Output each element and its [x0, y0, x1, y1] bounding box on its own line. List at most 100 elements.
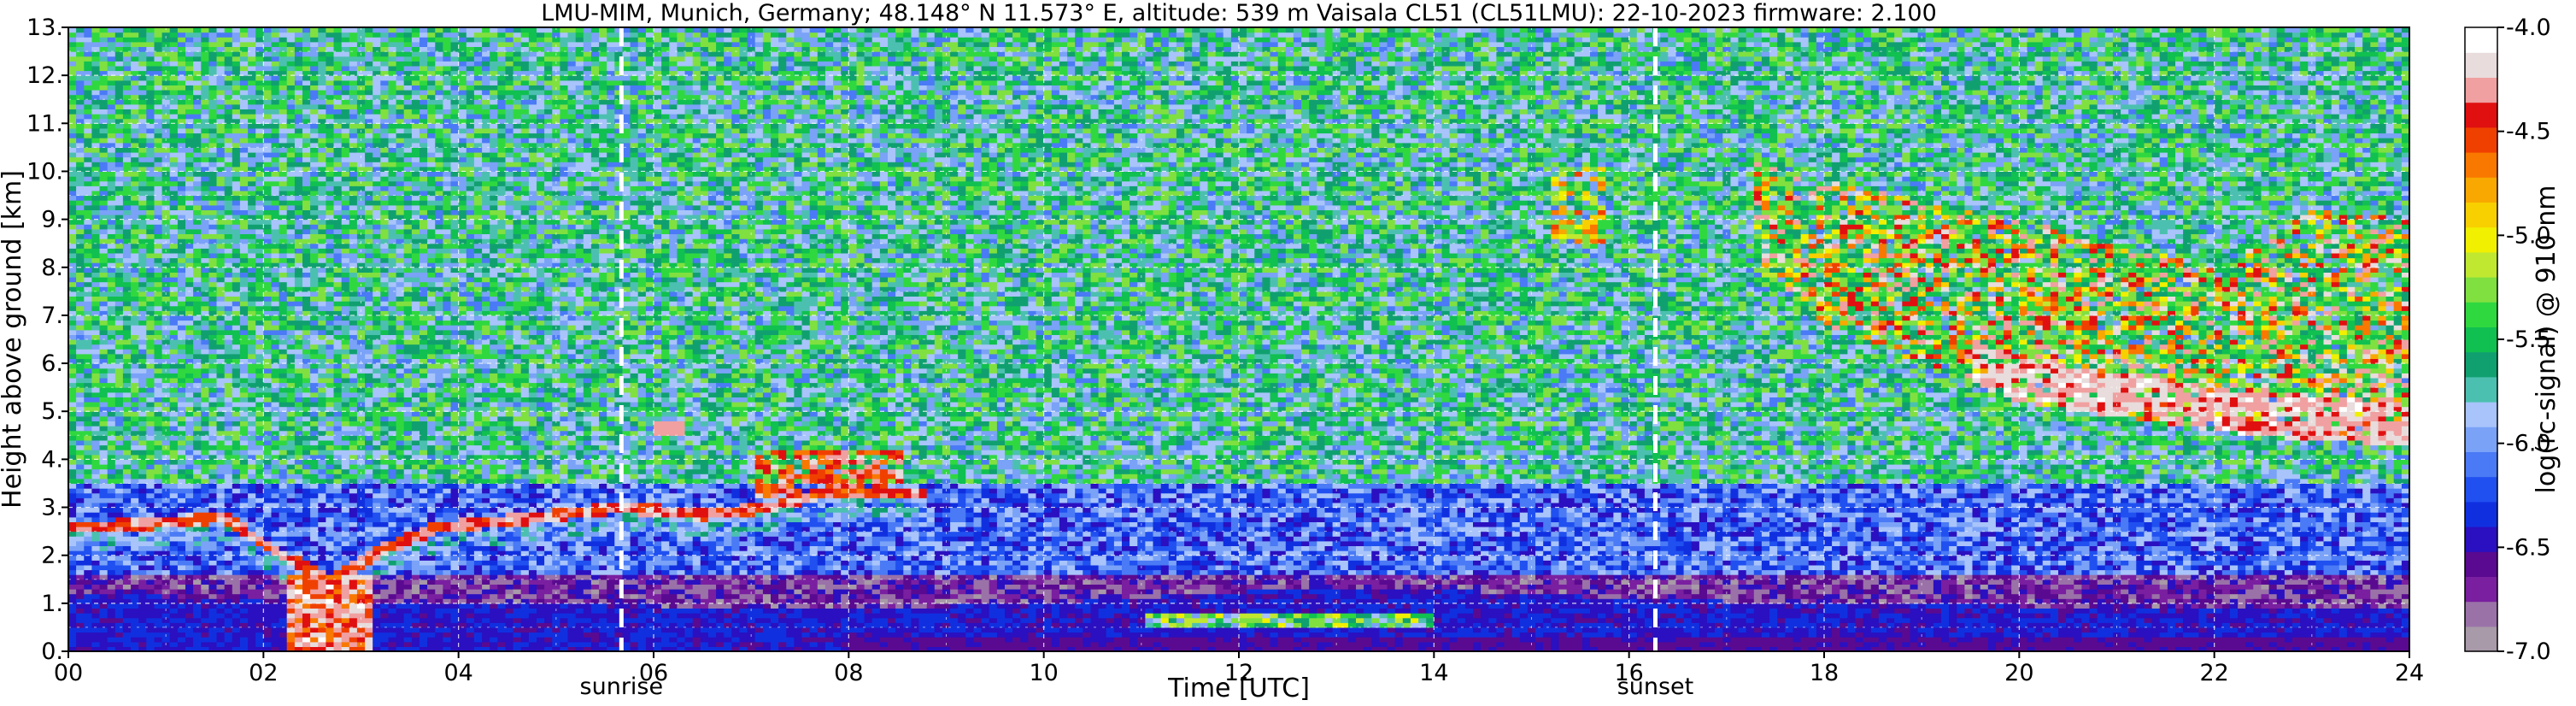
heatmap-cell: [146, 262, 155, 268]
heatmap-cell: [122, 430, 132, 436]
heatmap-cell: [154, 402, 163, 408]
heatmap-cell: [99, 560, 109, 566]
heatmap-cell: [177, 32, 186, 38]
heatmap-cell: [294, 459, 303, 465]
heatmap-cell: [333, 32, 343, 38]
heatmap-cell: [318, 344, 326, 350]
heatmap-cell: [286, 406, 296, 412]
heatmap-cell: [333, 56, 343, 62]
heatmap-cell: [318, 353, 326, 359]
heatmap-cell: [68, 219, 77, 225]
heatmap-cell: [216, 540, 226, 546]
heatmap-cell: [122, 358, 132, 364]
heatmap-cell: [84, 646, 92, 651]
heatmap-cell: [146, 305, 155, 311]
heatmap-cell: [114, 147, 124, 153]
heatmap-cell: [122, 613, 132, 619]
heatmap-cell: [232, 315, 241, 321]
heatmap-cell: [114, 368, 124, 374]
heatmap-cell: [177, 474, 186, 479]
heatmap-cell: [341, 474, 350, 479]
heatmap-cell: [68, 296, 77, 302]
heatmap-cell: [279, 531, 288, 537]
heatmap-cell: [255, 138, 264, 144]
heatmap-cell: [208, 114, 218, 120]
heatmap-cell: [255, 627, 264, 633]
heatmap-cell: [318, 536, 326, 542]
heatmap-cell: [318, 454, 326, 460]
heatmap-cell: [208, 574, 218, 580]
heatmap-cell: [208, 474, 218, 479]
heatmap-cell: [239, 215, 249, 221]
heatmap-cell: [185, 641, 194, 647]
heatmap-cell: [232, 27, 241, 33]
heatmap-cell: [122, 402, 132, 408]
heatmap-cell: [169, 637, 179, 643]
heatmap-cell: [138, 492, 147, 498]
heatmap-cell: [177, 584, 186, 590]
heatmap-cell: [224, 646, 233, 651]
heatmap-cell: [310, 310, 319, 316]
heatmap-cell: [76, 277, 85, 283]
heatmap-cell: [216, 162, 226, 168]
heatmap-cell: [248, 454, 256, 460]
heatmap-cell: [193, 598, 202, 604]
heatmap-cell: [138, 622, 147, 628]
heatmap-cell: [91, 132, 101, 138]
heatmap-cell: [201, 41, 209, 47]
heatmap-cell: [302, 411, 311, 417]
heatmap-cell: [161, 459, 171, 465]
heatmap-cell: [216, 502, 226, 509]
heatmap-cell: [208, 444, 218, 450]
heatmap-cell: [326, 180, 335, 186]
heatmap-cell: [279, 243, 288, 249]
heatmap-cell: [76, 61, 85, 67]
heatmap-cell: [76, 545, 85, 551]
heatmap-cell: [349, 90, 358, 96]
heatmap-cell: [122, 406, 132, 412]
heatmap-cell: [294, 320, 303, 326]
heatmap-cell: [248, 171, 256, 177]
heatmap-cell: [341, 315, 350, 321]
heatmap-cell: [271, 512, 280, 518]
heatmap-cell: [310, 488, 319, 494]
heatmap-cell: [271, 545, 280, 551]
heatmap-cell: [263, 123, 272, 129]
heatmap-cell: [248, 516, 256, 522]
heatmap-cell: [138, 238, 147, 244]
heatmap-cell: [310, 382, 319, 388]
heatmap-cell: [239, 478, 249, 484]
heatmap-cell: [169, 584, 179, 590]
heatmap-cell: [263, 339, 272, 345]
heatmap-cell: [84, 185, 92, 191]
heatmap-cell: [232, 641, 241, 647]
heatmap-cell: [248, 61, 256, 67]
heatmap-cell: [185, 435, 194, 441]
heatmap-cell: [239, 632, 249, 638]
heatmap-cell: [341, 584, 350, 590]
heatmap-cell: [177, 301, 186, 307]
heatmap-cell: [154, 118, 163, 124]
heatmap-cell: [84, 358, 92, 364]
heatmap-cell: [310, 617, 319, 623]
heatmap-cell: [302, 613, 311, 619]
heatmap-cell: [232, 411, 241, 417]
heatmap-cell: [216, 94, 226, 100]
heatmap-cell: [114, 162, 124, 168]
heatmap-cell: [294, 377, 303, 384]
heatmap-cell: [161, 37, 171, 43]
heatmap-cell: [76, 450, 85, 456]
heatmap-cell: [154, 497, 163, 503]
heatmap-cell: [224, 262, 233, 268]
heatmap-cell: [341, 103, 350, 109]
heatmap-cell: [318, 70, 326, 76]
heatmap-cell: [248, 430, 256, 436]
heatmap-cell: [286, 114, 296, 120]
heatmap-cell: [208, 103, 218, 109]
heatmap-cell: [310, 564, 319, 571]
heatmap-cell: [286, 545, 296, 551]
heatmap-cell: [91, 516, 101, 522]
heatmap-cell: [107, 497, 116, 503]
heatmap-cell: [114, 94, 124, 100]
heatmap-cell: [177, 579, 186, 585]
